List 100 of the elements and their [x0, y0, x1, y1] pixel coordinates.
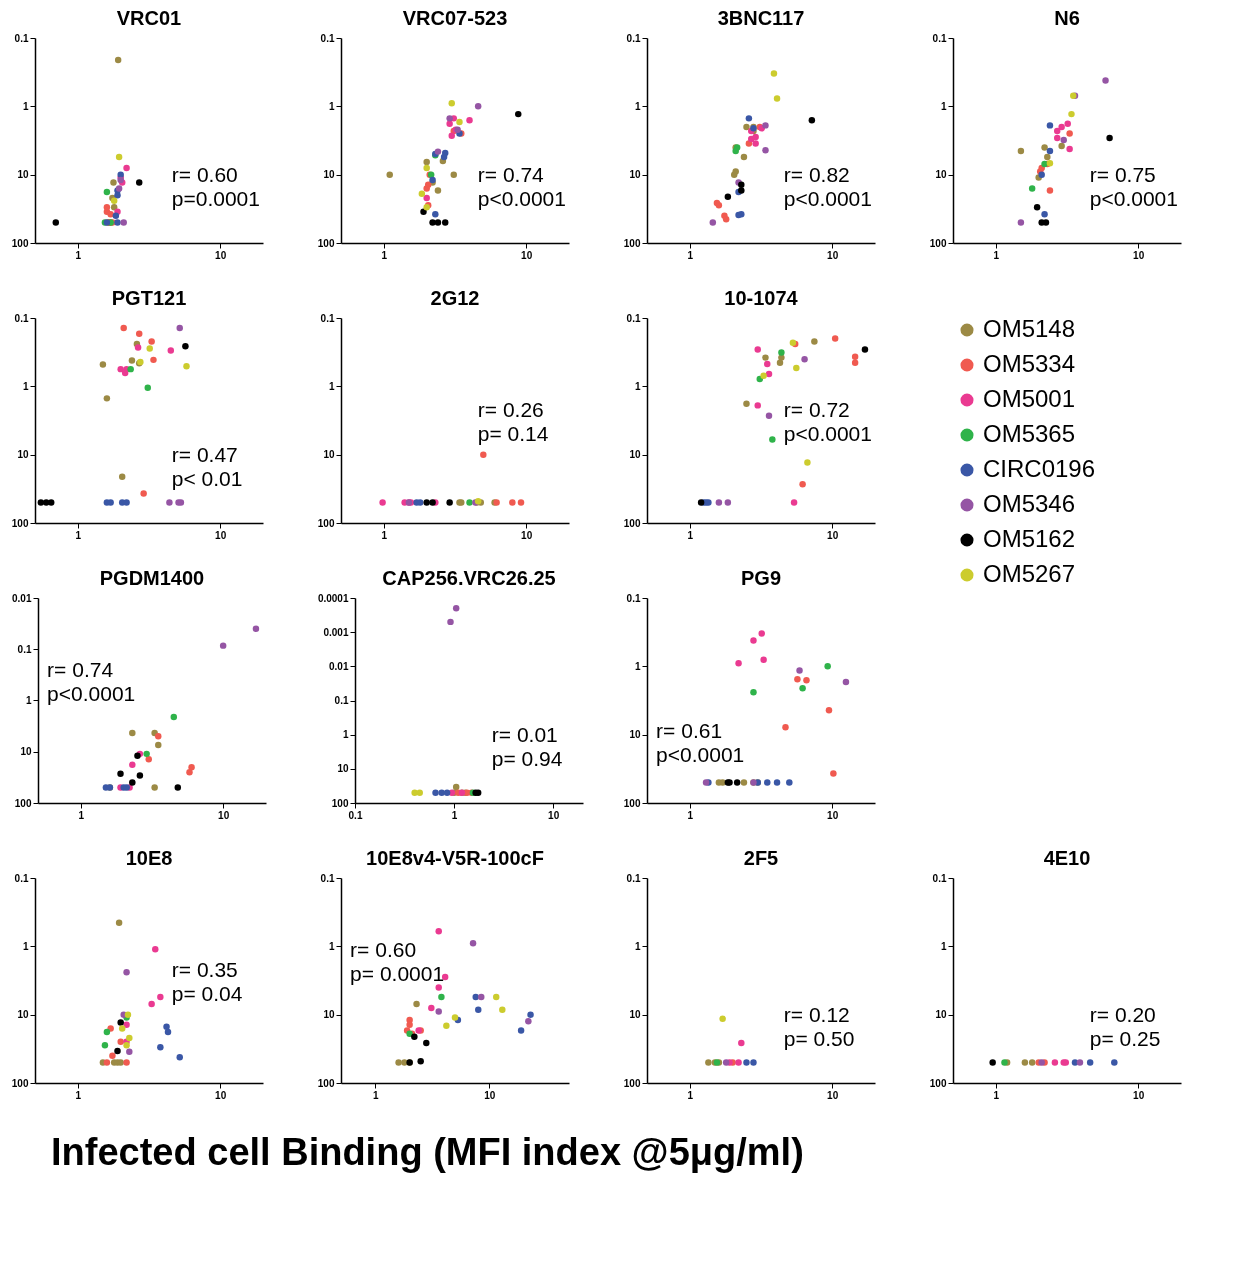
annotation: p<0.0001 — [1089, 187, 1178, 211]
annotation: r= 0.12 — [783, 1003, 850, 1027]
annotation: p<0.0001 — [656, 743, 745, 766]
annotation: r= 0.74 — [47, 657, 114, 681]
y-tick-label: 0.1 — [320, 312, 335, 324]
y-tick-label: 100 — [623, 797, 641, 809]
y-tick-label: 100 — [11, 1077, 29, 1089]
annotation: p= 0.14 — [477, 422, 549, 445]
chart-title: 4E10 — [1043, 847, 1091, 869]
y-tick-label: 1 — [25, 695, 32, 706]
y-tick-label: 0.1 — [932, 32, 947, 44]
chart-title: CAP256.VRC26.25 — [382, 567, 556, 589]
y-tick-label: 10 — [935, 1009, 947, 1021]
x-tick-label: 1 — [687, 809, 694, 821]
y-tick-label: 10 — [323, 169, 335, 181]
y-tick-label: 1 — [940, 100, 947, 112]
legend-label: OM5148 — [983, 315, 1076, 342]
legend-label: OM5346 — [983, 490, 1076, 517]
annotation: r= 0.74 — [477, 163, 545, 187]
y-tick-label: 10 — [935, 169, 947, 181]
annotation: r= 0.82 — [783, 163, 850, 187]
annotation: p<0.0001 — [47, 681, 136, 705]
x-tick-label: 10 — [1133, 249, 1145, 261]
annotation: p<0.0001 — [477, 187, 566, 211]
annotation: p= 0.0001 — [350, 961, 445, 985]
text: Infected cell Binding (MFI index @5μg/ml) — [51, 1131, 804, 1173]
annotation: p= 0.94 — [491, 747, 563, 771]
x-tick-label: 1 — [75, 1089, 82, 1101]
annotation: p= 0.04 — [171, 982, 243, 1005]
chart-title: VRC01 — [116, 7, 182, 29]
legend-label: OM5334 — [983, 350, 1076, 377]
y-tick-label: 10 — [17, 449, 29, 461]
x-tick-label: 1 — [75, 249, 82, 261]
y-tick-label: 100 — [929, 1077, 947, 1089]
y-tick-label: 10 — [629, 1009, 641, 1021]
x-tick-label: 10 — [521, 249, 533, 261]
y-tick-label: 100 — [623, 517, 641, 529]
annotation: r= 0.35 — [171, 958, 238, 981]
y-tick-label: 0.1 — [626, 32, 641, 44]
x-tick-label: 10 — [827, 809, 839, 821]
x-tick-label: 1 — [381, 529, 388, 541]
annotation: p<0.0001 — [783, 187, 872, 211]
chart-title: N6 — [1054, 7, 1080, 29]
x-tick-label: 1 — [75, 529, 82, 541]
y-tick-label: 0.01 — [329, 660, 349, 672]
x-tick-label: 1 — [687, 529, 694, 541]
y-tick-label: 0.1 — [320, 32, 335, 44]
y-tick-label: 10 — [17, 169, 29, 181]
chart-title: 3BNC117 — [717, 7, 805, 29]
x-tick-label: 1 — [993, 249, 1000, 261]
annotation: r= 0.60 — [350, 937, 417, 961]
y-tick-label: 0.1 — [14, 312, 29, 324]
x-tick-label: 0.1 — [348, 809, 363, 821]
y-tick-label: 1 — [328, 100, 335, 112]
y-tick-label: 1 — [342, 729, 349, 741]
y-tick-label: 0.1 — [932, 872, 947, 884]
y-tick-label: 100 — [623, 1077, 641, 1089]
chart-title: 2G12 — [430, 287, 480, 309]
y-tick-label: 0.0001 — [317, 592, 349, 604]
x-tick-label: 10 — [548, 809, 560, 821]
legend-label: OM5001 — [983, 385, 1076, 412]
annotation: r= 0.61 — [656, 719, 723, 742]
chart-title: 10-1074 — [724, 287, 799, 309]
x-tick-label: 10 — [521, 529, 533, 541]
x-tick-label: 10 — [215, 249, 227, 261]
legend-label: OM5365 — [983, 420, 1076, 447]
y-tick-label: 1 — [22, 100, 29, 112]
y-tick-label: 10 — [337, 763, 349, 775]
y-tick-label: 0.001 — [323, 626, 349, 638]
y-tick-label: 100 — [929, 237, 947, 249]
y-tick-label: 100 — [331, 797, 349, 809]
y-tick-label: 0.01 — [12, 592, 32, 604]
chart-title: 2F5 — [743, 847, 779, 869]
y-tick-label: 100 — [317, 517, 335, 529]
y-tick-label: 1 — [22, 380, 29, 392]
x-tick-label: 1 — [373, 1089, 380, 1101]
y-tick-label: 0.1 — [14, 32, 29, 44]
x-tick-label: 1 — [451, 809, 458, 821]
annotation: p< 0.01 — [171, 467, 243, 491]
x-tick-label: 10 — [215, 529, 227, 541]
y-tick-label: 100 — [623, 237, 641, 249]
y-tick-label: 10 — [629, 729, 641, 741]
y-tick-label: 0.1 — [334, 695, 349, 706]
x-tick-label: 10 — [215, 1089, 227, 1101]
y-tick-label: 100 — [14, 797, 32, 809]
chart-title: 10E8 — [125, 847, 173, 869]
annotation: r= 0.72 — [783, 398, 850, 421]
x-tick-label: 1 — [381, 249, 388, 261]
x-tick-label: 1 — [78, 809, 85, 821]
legend-label: CIRC0196 — [983, 455, 1096, 482]
annotation: r= 0.47 — [171, 443, 238, 467]
legend-label: OM5267 — [983, 560, 1076, 587]
y-tick-label: 1 — [328, 940, 335, 952]
x-tick-label: 1 — [687, 1089, 694, 1101]
annotation: r= 0.26 — [477, 398, 544, 421]
y-tick-label: 1 — [22, 940, 29, 952]
chart-title: PG9 — [740, 567, 782, 589]
x-tick-label: 10 — [218, 809, 230, 821]
chart-title: PGDM1400 — [99, 567, 205, 589]
x-tick-label: 10 — [827, 529, 839, 541]
